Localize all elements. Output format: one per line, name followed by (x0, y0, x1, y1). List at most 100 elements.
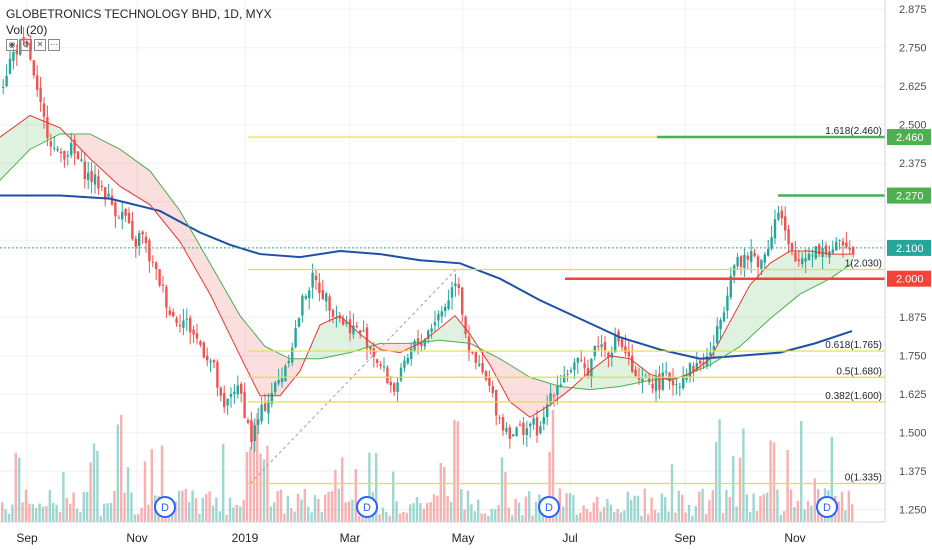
candle-body (223, 392, 226, 408)
candle-body (87, 172, 90, 181)
volume-bar (7, 513, 11, 522)
volume-bar (215, 497, 218, 522)
candle-body (372, 348, 375, 357)
volume-bar (188, 502, 191, 522)
volume-bar (293, 511, 296, 522)
candle-body (172, 311, 175, 317)
legend-controls[interactable]: ◉ ⚙ ✕ ⋯ (6, 39, 272, 55)
candle-body (80, 159, 83, 161)
fib-level-label: 1.618(2.460) (825, 126, 882, 137)
volume-bar (116, 424, 119, 522)
candle-body (563, 375, 566, 383)
candle-body (753, 252, 756, 257)
volume-label[interactable]: Vol (20) (6, 23, 48, 37)
volume-bar (269, 506, 272, 522)
settings-icon[interactable]: ⚙ (20, 39, 32, 51)
volume-bar (551, 410, 555, 522)
price-tick-label: 1.375 (899, 466, 927, 478)
candle-body (202, 342, 205, 358)
volume-bar (358, 515, 361, 522)
candle-body (287, 361, 290, 364)
volume-bar (473, 511, 476, 522)
volume-bar (347, 501, 351, 522)
volume-bar (619, 512, 623, 522)
volume-bar (766, 492, 769, 522)
candle-body (433, 322, 437, 326)
volume-bar (86, 491, 89, 522)
ma-cloud (480, 348, 572, 417)
volume-bar (300, 499, 303, 522)
candle-body (124, 209, 127, 216)
eye-icon[interactable]: ◉ (6, 39, 18, 51)
time-tick-label: Sep (16, 531, 38, 545)
candle-body (301, 295, 304, 316)
volume-bar (514, 498, 517, 522)
candle-body (209, 360, 212, 363)
more-icon[interactable]: ⋯ (48, 39, 60, 51)
volume-bar (674, 512, 677, 522)
candle-body (328, 296, 331, 311)
volume-bar (174, 501, 177, 522)
volume-bar (317, 498, 320, 522)
dividend-letter: D (363, 502, 371, 514)
candle-body (661, 372, 664, 390)
volume-bar (208, 491, 211, 522)
candle-body (382, 366, 386, 368)
candle-body (848, 247, 851, 250)
candle-body (665, 371, 668, 373)
candle-body (263, 403, 267, 411)
volume-bar (460, 488, 463, 522)
close-icon[interactable]: ✕ (34, 39, 46, 51)
volume-bar (426, 503, 429, 522)
candle-body (100, 185, 103, 187)
candle-body (716, 326, 719, 344)
candle-body (12, 51, 15, 61)
volume-bar (198, 513, 201, 522)
volume-bar (279, 489, 283, 522)
volume-bar (626, 491, 629, 522)
volume-bar (456, 421, 459, 522)
price-axis[interactable]: 2.875 2.750 2.625 2.500 2.375 1.875 1.750 1.625… (884, 0, 932, 550)
time-axis[interactable]: Sep Nov 2019 Mar May Jul Sep Nov (0, 521, 885, 550)
candle-body (138, 233, 141, 247)
volume-bar (596, 496, 599, 522)
volume-bar (507, 507, 510, 522)
volume-bar (582, 505, 585, 522)
candle-body (620, 339, 624, 348)
candle-body (314, 275, 318, 281)
volume-bar (164, 514, 167, 522)
candle-body (25, 41, 29, 46)
candle-body (603, 341, 607, 351)
candle-body (522, 422, 525, 435)
volume-bar (99, 515, 102, 522)
candle-body (46, 116, 49, 138)
fib-trend-line (249, 269, 457, 484)
candle-body (835, 241, 838, 251)
volume-bar (810, 505, 813, 522)
candle-body (189, 317, 192, 333)
volume-bar (837, 501, 840, 522)
candle-body (801, 258, 804, 265)
volume-bar (715, 442, 718, 522)
volume-bar (72, 492, 75, 522)
chart-legend: GLOBETRONICS TECHNOLOGY BHD, 1D, MYX Vol… (6, 6, 272, 55)
candle-body (488, 377, 491, 386)
volume-bar (402, 511, 405, 522)
volume-bar (296, 493, 300, 522)
candle-body (722, 312, 726, 322)
symbol-title[interactable]: GLOBETRONICS TECHNOLOGY BHD, 1D, MYX (6, 7, 272, 21)
volume-bars (1, 410, 854, 522)
candle-body (549, 393, 552, 404)
volume-bar (259, 453, 262, 522)
candle-body (93, 174, 97, 185)
volume-bar (562, 506, 565, 522)
dividend-marker: D (356, 496, 378, 518)
candle-body (678, 386, 681, 388)
volume-bar (830, 436, 833, 522)
volume-bar (41, 506, 45, 522)
candle-body (127, 212, 131, 224)
volume-bar (252, 422, 255, 522)
candle-body (709, 352, 712, 357)
